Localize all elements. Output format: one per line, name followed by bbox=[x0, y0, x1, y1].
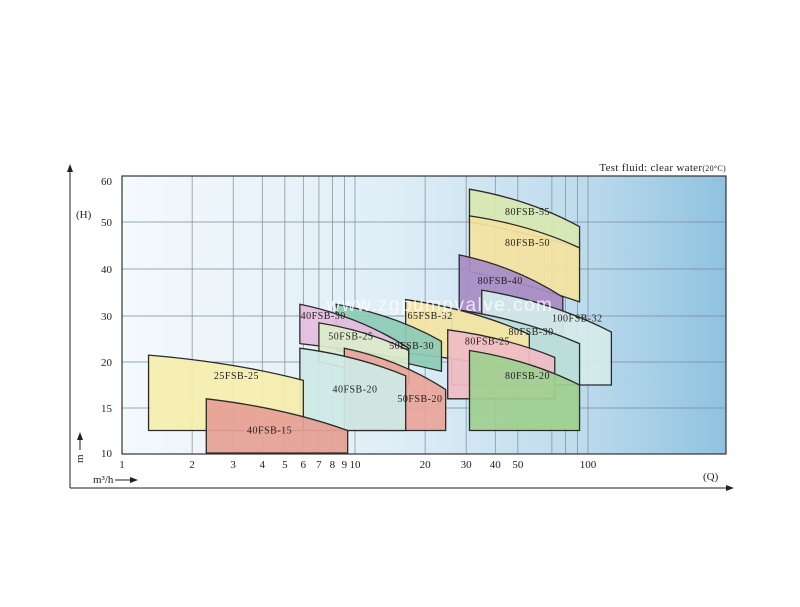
chart-title: Test fluid: clear water(20°C) bbox=[599, 162, 726, 174]
x-axis-label: (Q) bbox=[703, 471, 719, 483]
x-tick-label: 7 bbox=[316, 459, 322, 471]
x-tick-label: 20 bbox=[420, 459, 432, 471]
x-tick-label: 30 bbox=[461, 459, 473, 471]
zone-label-25fsb-25: 25FSB-25 bbox=[214, 371, 259, 382]
zone-label-80fsb-40: 80FSB-40 bbox=[478, 276, 523, 287]
chart-title-suffix: (20°C) bbox=[702, 164, 726, 173]
y-tick-label: 15 bbox=[101, 403, 113, 415]
zone-80fsb-20 bbox=[468, 349, 581, 432]
y-tick-label: 50 bbox=[101, 217, 113, 229]
x-unit-label: m³/h bbox=[93, 474, 114, 486]
y-tick-label: 60 bbox=[101, 176, 113, 188]
x-tick-label: 40 bbox=[490, 459, 502, 471]
zone-label-80fsb-25: 80FSB-25 bbox=[465, 336, 510, 347]
x-tick-label: 3 bbox=[230, 459, 236, 471]
zone-label-40fsb-15: 40FSB-15 bbox=[247, 426, 292, 437]
x-tick-labels: 1 2 3 4 5 6 7 8 9 10 20 30 40 50 100 bbox=[119, 459, 597, 471]
zone-label-50fsb-25: 50FSB-25 bbox=[328, 332, 373, 343]
x-tick-label: 9 bbox=[342, 459, 348, 471]
x-tick-label: 100 bbox=[580, 459, 597, 471]
chart-title-main: Test fluid: clear water bbox=[599, 162, 702, 174]
x-tick-label: 2 bbox=[189, 459, 195, 471]
zone-label-80fsb-55: 80FSB-55 bbox=[505, 207, 550, 218]
x-tick-label: 4 bbox=[260, 459, 266, 471]
x-tick-label: 8 bbox=[330, 459, 336, 471]
plot-frame bbox=[121, 175, 727, 455]
y-tick-labels: 10 15 20 30 40 50 60 bbox=[101, 176, 113, 460]
zone-label-80fsb-50: 80FSB-50 bbox=[505, 238, 550, 249]
y-axis-label: (H) bbox=[76, 209, 92, 221]
x-tick-label: 5 bbox=[282, 459, 288, 471]
zone-label-40fsb-20: 40FSB-20 bbox=[332, 385, 377, 396]
x-tick-label: 1 bbox=[119, 459, 125, 471]
x-tick-label: 6 bbox=[301, 459, 307, 471]
y-tick-label: 10 bbox=[101, 448, 113, 460]
zone-label-80fsb-20: 80FSB-20 bbox=[505, 371, 550, 382]
zone-label-80fsb-30: 80FSB-30 bbox=[509, 327, 554, 338]
y-tick-label: 30 bbox=[101, 311, 113, 323]
zone-label-100fsb-32: 100FSB-32 bbox=[552, 313, 603, 324]
zone-label-50fsb-30: 50FSB-30 bbox=[389, 341, 434, 352]
zone-label-50fsb-20: 50FSB-20 bbox=[397, 394, 442, 405]
watermark: www.zgpumpvalve.com bbox=[325, 295, 553, 316]
x-tick-label: 50 bbox=[512, 459, 524, 471]
zone-40fsb-15 bbox=[205, 398, 349, 454]
x-tick-label: 10 bbox=[350, 459, 362, 471]
zone-label-40fsb-30: 40FSB-30 bbox=[301, 311, 346, 322]
y-tick-label: 40 bbox=[101, 264, 113, 276]
y-unit-label: m bbox=[74, 454, 86, 463]
zone-label-65fsb-32: 65FSB-32 bbox=[408, 311, 453, 322]
zone-layer: 80FSB-55 80FSB-50 80FSB-40 100FSB-32 80FSB-3… bbox=[147, 188, 613, 454]
y-tick-label: 20 bbox=[101, 357, 113, 369]
